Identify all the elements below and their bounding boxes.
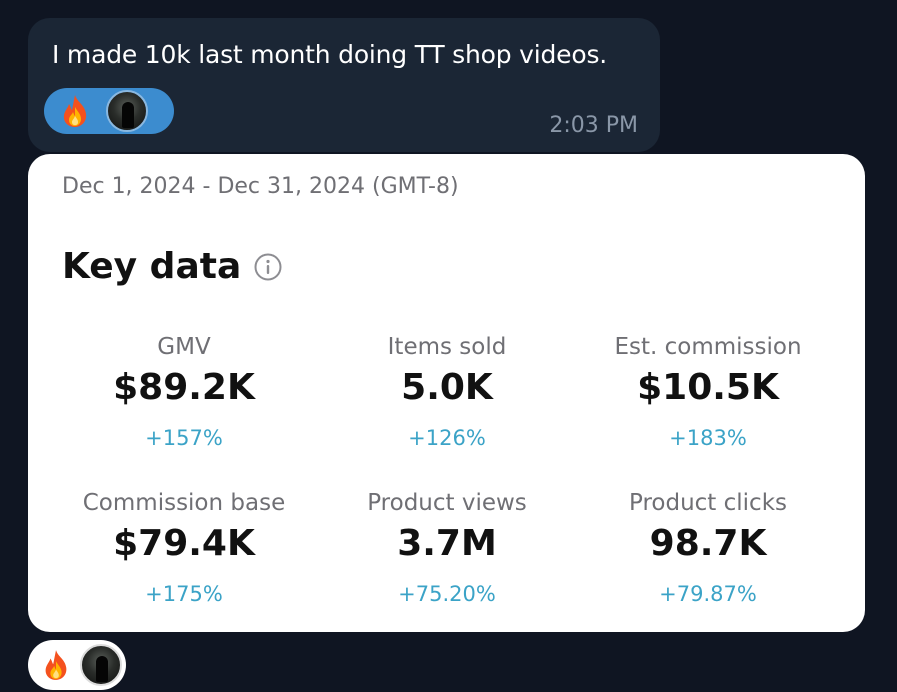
user-avatar[interactable] xyxy=(80,644,122,686)
metric-label: Commission base xyxy=(82,490,286,516)
metric-value: $89.2K xyxy=(113,367,255,408)
metric-change: +157% xyxy=(145,426,223,450)
key-data-card: Dec 1, 2024 - Dec 31, 2024 (GMT-8) Key d… xyxy=(28,154,865,632)
metric-change: +75.20% xyxy=(398,582,496,606)
metric-label: Product views xyxy=(367,490,527,516)
metric-gmv: GMV $89.2K +157% xyxy=(54,332,314,452)
metric-value: 5.0K xyxy=(401,367,493,408)
metric-value: 3.7M xyxy=(397,523,497,564)
metric-commission-base: Commission base $79.4K +175% xyxy=(54,488,314,608)
metric-change: +126% xyxy=(408,426,486,450)
metric-change: +175% xyxy=(145,582,223,606)
metric-label: Est. commission xyxy=(614,334,802,360)
key-data-title: Key data xyxy=(62,246,242,287)
key-data-header: Key data xyxy=(62,246,283,287)
info-icon[interactable] xyxy=(253,252,283,282)
metric-change: +183% xyxy=(669,426,747,450)
date-range: Dec 1, 2024 - Dec 31, 2024 (GMT-8) xyxy=(62,174,459,199)
image-reactions[interactable] xyxy=(28,640,126,690)
metric-label: GMV xyxy=(157,334,211,360)
fire-icon xyxy=(40,649,72,681)
message-timestamp: 2:03 PM xyxy=(549,113,638,138)
metric-value: $79.4K xyxy=(113,523,255,564)
metric-product-views: Product views 3.7M +75.20% xyxy=(317,488,577,608)
fire-icon xyxy=(57,93,93,129)
message-reactions[interactable] xyxy=(44,88,174,134)
metric-est-commission: Est. commission $10.5K +183% xyxy=(578,332,838,452)
metric-value: 98.7K xyxy=(649,523,767,564)
user-avatar[interactable] xyxy=(106,90,148,132)
metric-label: Items sold xyxy=(387,334,507,360)
message-text: I made 10k last month doing TT shop vide… xyxy=(52,40,608,69)
message-bubble[interactable]: I made 10k last month doing TT shop vide… xyxy=(28,18,660,152)
metric-product-clicks: Product clicks 98.7K +79.87% xyxy=(578,488,838,608)
metric-items-sold: Items sold 5.0K +126% xyxy=(317,332,577,452)
metric-value: $10.5K xyxy=(637,367,779,408)
metric-label: Product clicks xyxy=(628,490,787,516)
metric-change: +79.87% xyxy=(659,582,757,606)
